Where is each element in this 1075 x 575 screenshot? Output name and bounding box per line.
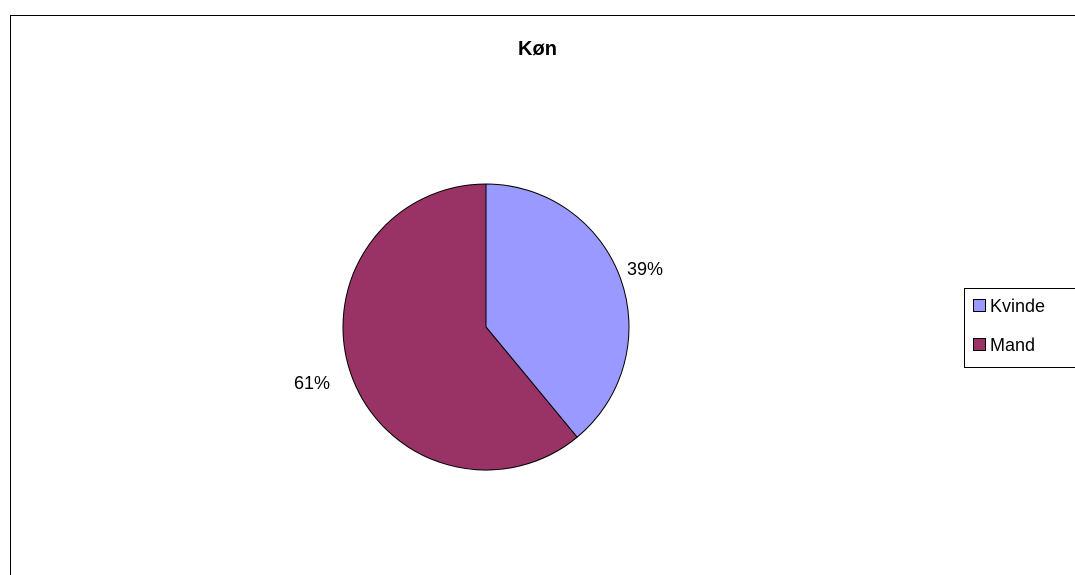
legend: Kvinde Mand bbox=[964, 288, 1075, 368]
legend-swatch-mand bbox=[973, 337, 986, 351]
pie-slice-mand bbox=[342, 183, 578, 471]
legend-label-mand: Mand bbox=[990, 335, 1036, 355]
legend-item-kvinde: Kvinde bbox=[973, 296, 1045, 317]
pie-slice-kvinde bbox=[485, 183, 630, 438]
data-label-kvinde: 39% bbox=[627, 259, 664, 279]
legend-item-mand: Mand bbox=[973, 335, 1035, 356]
chart-frame bbox=[10, 15, 1075, 575]
data-label-mand: 61% bbox=[294, 373, 331, 393]
pie-chart bbox=[342, 183, 630, 471]
legend-swatch-kvinde bbox=[973, 298, 986, 312]
legend-label-kvinde: Kvinde bbox=[990, 296, 1046, 316]
chart-title: Køn bbox=[518, 38, 557, 60]
